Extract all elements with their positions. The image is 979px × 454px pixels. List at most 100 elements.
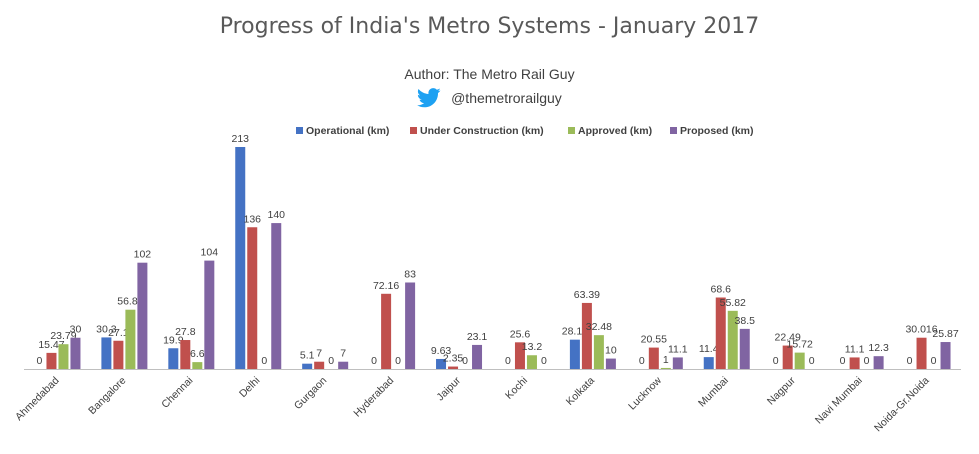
category-label: Lucknow (626, 374, 664, 412)
category-label: Jaipur (434, 374, 463, 403)
bar (794, 352, 805, 369)
bar (302, 363, 313, 369)
author-line: Author: The Metro Rail Guy (404, 66, 575, 82)
data-label: 55.82 (720, 297, 746, 309)
data-label: 20.55 (641, 334, 667, 346)
data-label: 23.79 (50, 330, 76, 342)
data-label: 0 (809, 355, 815, 367)
legend-swatch (568, 127, 575, 134)
legend-label: Operational (km) (306, 125, 389, 137)
category-label: Chennai (159, 375, 195, 411)
bar (526, 355, 537, 369)
data-label: 32.48 (586, 321, 612, 333)
data-label: 11.1 (668, 343, 688, 355)
bar (137, 262, 148, 369)
bar (648, 347, 659, 369)
bar (727, 310, 738, 369)
bar (605, 358, 616, 369)
legend-swatch (296, 127, 303, 134)
bar (168, 348, 179, 369)
bar (338, 361, 349, 369)
bar (916, 337, 927, 369)
category-label: Kolkata (564, 375, 597, 408)
category-label: Noida-Gr.Noida (872, 375, 932, 435)
data-label: 27.8 (175, 326, 196, 338)
data-label: 0 (639, 355, 645, 367)
data-label: 0 (864, 355, 870, 367)
data-label: 213 (231, 133, 249, 145)
bar (46, 352, 57, 369)
data-label: 0 (462, 355, 468, 367)
bar (436, 358, 447, 369)
bar (940, 342, 951, 369)
data-label: 25.6 (510, 328, 531, 340)
legend-swatch (670, 127, 677, 134)
category-label: Ahmedabad (13, 375, 62, 424)
twitter-bird-icon (417, 88, 441, 108)
bar (405, 282, 416, 369)
bar (672, 357, 683, 369)
bar (192, 362, 203, 369)
bar (101, 337, 112, 369)
data-label: 9.63 (431, 345, 452, 357)
bar (715, 297, 726, 369)
category-label: Nagpur (765, 374, 798, 407)
twitter-handle-row: @themetrorailguy (0, 88, 979, 108)
bar (113, 340, 124, 369)
data-label: 30.016 (905, 324, 937, 336)
data-label: 0 (840, 355, 846, 367)
data-label: 38.5 (735, 315, 756, 327)
twitter-handle: @themetrorailguy (451, 90, 562, 106)
legend-swatch (410, 127, 417, 134)
data-label: 27.1 (108, 327, 129, 339)
bar (381, 293, 392, 369)
category-label: Bangalore (86, 375, 128, 417)
category-label: Delhi (237, 375, 262, 400)
data-label: 30.3 (96, 323, 117, 335)
data-label: 2.35 (443, 353, 464, 365)
bar (593, 335, 604, 369)
bar (703, 357, 714, 369)
data-label: 13.2 (522, 341, 543, 353)
legend-label: Under Construction (km) (420, 125, 544, 137)
data-label: 0 (37, 355, 43, 367)
bar (235, 147, 246, 369)
data-label: 0 (505, 355, 511, 367)
bar (514, 342, 525, 369)
bar (70, 337, 81, 369)
data-label: 102 (134, 249, 152, 261)
data-label: 7 (316, 348, 322, 360)
data-label: 19.9 (163, 334, 184, 346)
chart-title: Progress of India's Metro Systems - Janu… (219, 14, 760, 39)
data-label: 0 (773, 355, 779, 367)
data-label: 11.4 (699, 343, 719, 355)
data-label: 136 (243, 213, 261, 225)
data-label: 7 (340, 348, 346, 360)
data-label: 72.16 (373, 280, 399, 292)
data-label: 0 (931, 355, 937, 367)
bar (472, 344, 483, 369)
category-label: Mumbai (696, 375, 731, 410)
data-label: 104 (201, 247, 219, 259)
category-label: Navi Mumbai (813, 375, 865, 427)
data-label: 0 (907, 355, 913, 367)
data-label: 23.1 (467, 331, 488, 343)
data-label: 68.6 (711, 284, 732, 296)
data-label: 0 (371, 355, 377, 367)
bar (448, 366, 459, 369)
bar (180, 340, 191, 369)
bar (247, 227, 258, 369)
data-label: 22.49 (775, 332, 801, 344)
data-label: 1 (663, 354, 669, 366)
data-label: 12.3 (868, 342, 889, 354)
bar (849, 357, 860, 369)
data-label: 6.6 (190, 348, 205, 360)
data-label: 0 (395, 355, 401, 367)
data-label: 0 (328, 355, 334, 367)
category-label: Gurgaon (292, 375, 329, 412)
bar (204, 260, 215, 369)
legend-label: Proposed (km) (680, 125, 754, 137)
bar (58, 344, 69, 369)
data-label: 30 (70, 324, 82, 336)
